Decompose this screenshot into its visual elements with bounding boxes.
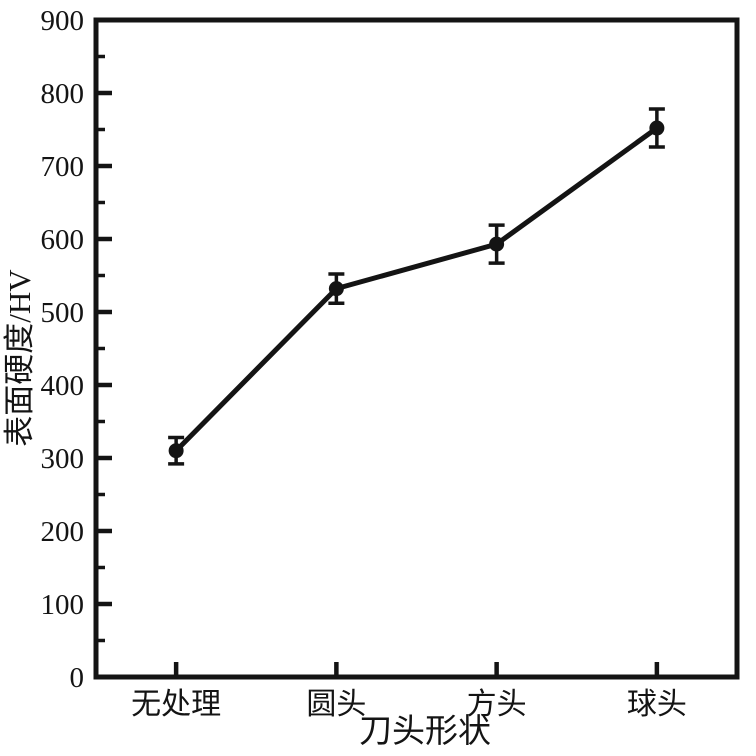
y-tick-label: 200: [41, 516, 85, 548]
x-tick-label: 圆头: [306, 688, 366, 721]
y-axis-title: 表面硬度/HV: [2, 269, 37, 447]
y-tick-label: 600: [41, 224, 85, 256]
y-tick-label: 400: [41, 370, 85, 402]
data-point-marker: [489, 236, 505, 252]
y-tick-label: 300: [41, 443, 85, 475]
y-tick-label: 100: [41, 589, 85, 621]
x-tick-label: 无处理: [131, 688, 221, 721]
y-tick-label: 900: [41, 5, 85, 37]
x-tick-label: 球头: [627, 688, 687, 721]
data-point-marker: [649, 120, 665, 136]
data-line: [173, 125, 660, 454]
data-point-marker: [168, 443, 184, 459]
plot-frame: [93, 17, 740, 680]
y-tick-label: 0: [70, 662, 85, 694]
x-axis-title: 刀头形状: [359, 714, 491, 750]
x-tick-label: 方头: [467, 688, 527, 721]
y-tick-label: 500: [41, 297, 85, 329]
data-point-marker: [328, 281, 344, 297]
y-tick-label: 700: [41, 151, 85, 183]
y-tick-label: 800: [41, 78, 85, 110]
